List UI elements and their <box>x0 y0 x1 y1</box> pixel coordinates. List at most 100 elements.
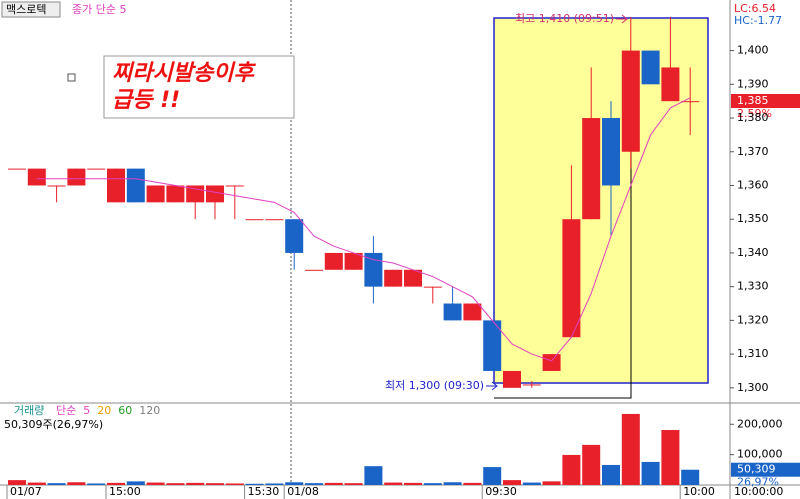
volume-bar <box>265 483 284 485</box>
candle-body <box>324 252 343 270</box>
last-value-box <box>731 462 800 477</box>
candle-body <box>503 370 521 388</box>
stock-button[interactable] <box>1 1 61 18</box>
candle-body <box>364 252 383 287</box>
hc-label: HC:-1.77 <box>734 14 782 27</box>
volume-summary: 50,309주(26,97%) <box>4 418 103 431</box>
volume-bar <box>503 480 521 485</box>
volume-bar <box>324 482 343 485</box>
legend-item: 단순 <box>56 404 76 417</box>
candle-body <box>87 168 106 170</box>
y-tick-label: 1,370 <box>737 145 769 158</box>
volume-bar <box>562 454 581 485</box>
volume-bar <box>285 482 304 485</box>
volume-bar <box>344 483 363 485</box>
volume-bar <box>641 461 660 485</box>
candle-body <box>27 168 46 186</box>
candle-body <box>166 185 185 203</box>
candle-body <box>8 168 26 170</box>
x-tick-label: 01/08 <box>287 485 319 498</box>
annotation-box <box>103 55 295 119</box>
candle-body <box>225 185 244 187</box>
volume-bar <box>87 483 106 485</box>
volume-bar <box>146 482 165 485</box>
candle-body <box>384 269 403 287</box>
candle-body <box>681 101 700 103</box>
candle-body <box>641 50 660 85</box>
volume-bar <box>225 483 244 485</box>
x-tick-label: 01/07 <box>10 485 42 498</box>
volume-bar <box>582 444 601 485</box>
indicator-label: 종가 단순 5 <box>72 3 126 16</box>
volume-bar <box>186 482 205 485</box>
y-tick-label: 1,380 <box>737 111 769 124</box>
candle-body <box>404 269 422 287</box>
legend-item: 5 <box>83 404 90 417</box>
candle-body <box>542 354 561 371</box>
time-label: 10:00:00 <box>734 485 783 498</box>
candle-body <box>463 303 482 321</box>
last-value: 50,309 <box>737 463 776 476</box>
volume-bar <box>681 469 700 485</box>
volume-bar <box>463 482 482 485</box>
volume-bar <box>423 483 442 485</box>
y-tick-label: 1,390 <box>737 77 769 90</box>
volume-bar <box>126 481 145 485</box>
candle-body <box>206 185 224 203</box>
candle-body <box>67 168 86 186</box>
volume-bar <box>166 483 185 485</box>
annotation-text: 급등 !! <box>112 88 180 113</box>
candle-body <box>562 219 581 338</box>
candle-body <box>602 118 620 186</box>
x-tick-label: 10:00 <box>683 485 715 498</box>
candle-body <box>621 50 640 152</box>
stock-name[interactable]: 맥스로텍 <box>6 3 46 16</box>
volume-bar <box>8 480 26 485</box>
candle-body <box>423 286 442 288</box>
candle-body <box>522 384 541 386</box>
y-tick-label: 100,000 <box>737 448 783 461</box>
volume-bar <box>305 483 323 485</box>
x-tick-label: 09:30 <box>485 485 517 498</box>
volume-bar <box>107 482 125 485</box>
y-tick-label: 1,320 <box>737 313 769 326</box>
candle-body <box>146 185 165 203</box>
lc-label: LC:6.54 <box>734 2 776 15</box>
current-price-box <box>731 94 800 108</box>
legend-item: 60 <box>118 404 132 417</box>
volume-title: 거래량 <box>14 404 44 417</box>
range-outline <box>494 110 632 399</box>
y-tick-label: 1,360 <box>737 178 769 191</box>
last-ratio: 26,97% <box>737 476 779 489</box>
volume-bar <box>483 467 502 485</box>
volume-bar <box>384 482 403 485</box>
low-marker: 최저 1,300 (09:30) <box>385 379 484 392</box>
volume-bar <box>67 482 86 485</box>
marker-square <box>67 73 76 82</box>
volume-bar <box>602 464 620 485</box>
legend-item: 120 <box>139 404 160 417</box>
volume-bar <box>661 430 680 485</box>
candle-body <box>305 269 323 271</box>
volume-bar <box>27 482 46 485</box>
current-price: 1,385 <box>737 94 769 107</box>
y-tick-label: 1,310 <box>737 347 769 360</box>
candle-body <box>126 168 145 203</box>
y-tick-label: 1,350 <box>737 212 769 225</box>
volume-bar <box>522 482 541 485</box>
volume-bar <box>206 483 224 485</box>
high-marker: 최고 1,410 (09:51) <box>515 12 614 25</box>
candle-body <box>661 67 680 102</box>
annotation-text: 찌라시발송이후 <box>112 61 256 86</box>
volume-bar <box>443 482 462 485</box>
volume-bar <box>404 482 422 485</box>
volume-bar <box>47 483 66 485</box>
high-arrow <box>616 14 628 24</box>
candle-body <box>582 118 601 220</box>
candle-body <box>483 320 502 371</box>
ma-line <box>36 97 691 362</box>
y-tick-label: 200,000 <box>737 417 783 430</box>
current-change: 2.59% <box>737 107 772 120</box>
legend-item: 20 <box>97 404 111 417</box>
